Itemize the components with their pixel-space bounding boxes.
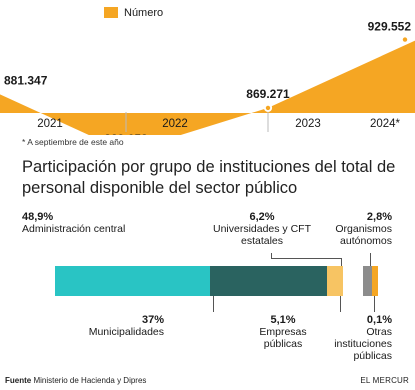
name-universidades: Universidades y CFT estatales bbox=[212, 223, 312, 247]
leader-municipalidades bbox=[213, 296, 214, 312]
value-label: 829.658 bbox=[104, 132, 148, 135]
pct-municipalidades: 37% bbox=[141, 314, 164, 326]
name-organismos-autonomos: Organismos autónomos bbox=[335, 223, 392, 247]
x-tick-label: 2021 bbox=[37, 118, 63, 130]
pct-administracion-central: 48,9% bbox=[22, 211, 54, 223]
leader-empresas bbox=[340, 296, 341, 312]
legend-swatch bbox=[104, 7, 118, 18]
label-administracion-central: 48,9% Administración central bbox=[22, 211, 132, 235]
value-label: 929.552 bbox=[368, 20, 412, 34]
legend-label: Número bbox=[124, 7, 163, 19]
label-otras: 0,1% Otras instituciones públicas bbox=[322, 314, 392, 362]
label-municipalidades: 37% Municipalidades bbox=[70, 314, 164, 338]
stacked-bar bbox=[55, 266, 378, 296]
source-label: Fuente bbox=[5, 376, 32, 385]
label-empresas-publicas: 5,1% Empresas públicas bbox=[258, 314, 308, 350]
source-text: Ministerio de Hacienda y Dipres bbox=[33, 376, 147, 385]
area-fill bbox=[0, 40, 415, 135]
segment-empresas-publicas bbox=[327, 266, 344, 296]
leader-otras bbox=[374, 296, 375, 312]
name-otras: Otras instituciones públicas bbox=[334, 326, 392, 362]
segment-administracion-central bbox=[55, 266, 210, 296]
pct-otras: 0,1% bbox=[366, 314, 392, 326]
segment-universidades bbox=[343, 266, 363, 296]
segment-municipalidades bbox=[209, 266, 328, 296]
name-administracion-central: Administración central bbox=[22, 223, 126, 235]
source-note: Fuente Ministerio de Hacienda y Dipres bbox=[5, 376, 146, 385]
segment-otras bbox=[371, 266, 378, 296]
name-municipalidades: Municipalidades bbox=[88, 326, 164, 338]
pct-universidades: 6,2% bbox=[249, 211, 275, 223]
data-point-center bbox=[402, 37, 408, 42]
brand: EL MERCUR bbox=[360, 376, 409, 385]
leader-universidades-v bbox=[341, 258, 342, 266]
area-chart: 881.347 829.658 869.271 929.552 2021 2022 2023… bbox=[0, 0, 415, 135]
data-point-center bbox=[265, 105, 271, 111]
value-label: 881.347 bbox=[4, 73, 48, 87]
section-title: Participación por grupo de instituciones… bbox=[22, 158, 396, 197]
leader-organismos bbox=[370, 253, 371, 266]
value-label: 869.271 bbox=[246, 87, 290, 101]
leader-universidades-h bbox=[271, 258, 342, 259]
segment-organismos-autonomos bbox=[362, 266, 372, 296]
x-tick-label: 2024* bbox=[370, 118, 401, 130]
x-tick-label: 2022 bbox=[162, 118, 188, 130]
leader-universidades bbox=[271, 253, 272, 259]
pct-organismos-autonomos: 2,8% bbox=[366, 211, 392, 223]
name-empresas-publicas: Empresas públicas bbox=[259, 326, 307, 350]
footnote: * A septiembre de este año bbox=[22, 137, 124, 147]
label-organismos-autonomos: 2,8% Organismos autónomos bbox=[318, 211, 392, 247]
pct-empresas-publicas: 5,1% bbox=[270, 314, 296, 326]
x-tick-label: 2023 bbox=[295, 118, 321, 130]
label-universidades: 6,2% Universidades y CFT estatales bbox=[212, 211, 312, 247]
